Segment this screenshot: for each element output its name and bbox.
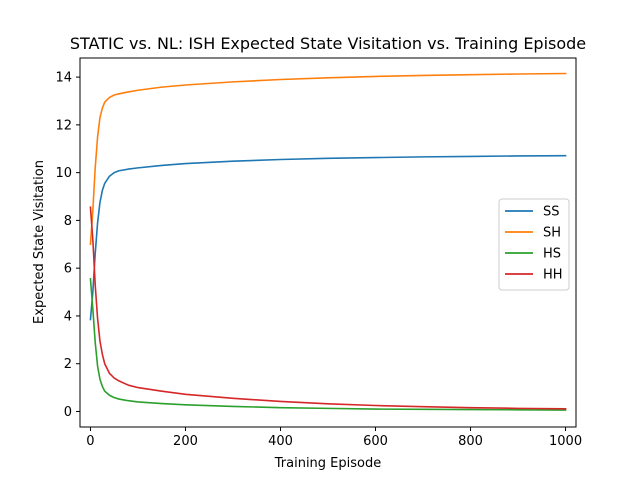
axes: 0 200 400 600 800 1000 0 2 4 6 8 10 12 14 <box>55 57 582 449</box>
y-tick-label: 4 <box>64 309 72 324</box>
series-line-sh <box>89 72 567 246</box>
y-tick-label: 8 <box>64 214 72 229</box>
x-axis-label: Training Episode <box>274 456 381 471</box>
y-tick-label: 0 <box>64 405 72 420</box>
legend-label-sh: SH <box>543 226 561 241</box>
y-tick-label: 14 <box>55 71 72 86</box>
legend-label-hh: HH <box>543 268 563 283</box>
y-tick-label: 6 <box>64 262 72 277</box>
x-tick-label: 800 <box>458 434 483 449</box>
series-line-hs <box>89 278 567 411</box>
legend-label-hs: HS <box>543 247 561 262</box>
chart-title: STATIC vs. NL: ISH Expected State Visita… <box>70 34 586 53</box>
axes-frame <box>79 57 577 428</box>
y-tick-label: 2 <box>64 357 72 372</box>
x-tick-label: 600 <box>363 434 388 449</box>
x-tick-label: 1000 <box>549 434 582 449</box>
series-line-hh <box>89 206 567 410</box>
series-line-ss <box>89 154 567 321</box>
legend-label-ss: SS <box>543 205 560 220</box>
x-tick-label: 400 <box>268 434 293 449</box>
y-tick-label: 12 <box>55 118 72 133</box>
plot-area <box>89 72 567 411</box>
legend-box <box>498 198 570 291</box>
legend: SS SH HS HH <box>498 198 570 291</box>
x-tick-label: 200 <box>173 434 198 449</box>
y-axis-label: Expected State Visitation <box>32 160 47 324</box>
y-tick-label: 10 <box>55 166 72 181</box>
x-tick-label: 0 <box>86 434 94 449</box>
